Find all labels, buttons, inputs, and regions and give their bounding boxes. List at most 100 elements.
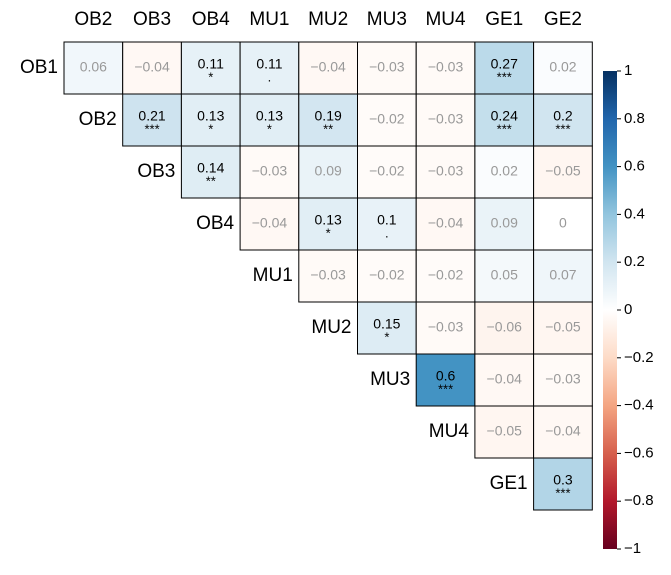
cell: [474, 405, 535, 459]
cell-value: −0.05: [487, 423, 523, 439]
cell-value: 0.19: [315, 108, 342, 124]
cell: [415, 301, 476, 355]
cell: [533, 145, 593, 199]
cell: [533, 301, 593, 355]
cell-value: −0.04: [487, 371, 523, 387]
cell: [474, 249, 535, 303]
row-label: MU3: [370, 369, 410, 390]
significance: ***: [497, 121, 512, 136]
cell: [415, 353, 476, 407]
significance: .: [385, 225, 389, 240]
cell-value: −0.03: [252, 163, 288, 179]
cell-value: −0.03: [428, 163, 464, 179]
cell: [357, 93, 417, 147]
cell-value: −0.04: [252, 215, 288, 231]
cell-value: −0.04: [428, 215, 464, 231]
cell-value: −0.03: [428, 111, 464, 127]
cell: [63, 41, 124, 95]
cell: [415, 249, 476, 303]
cell: [533, 93, 593, 147]
cell-value: −0.05: [545, 319, 581, 335]
significance: ***: [555, 121, 570, 136]
colorbar-tick-label: 0: [624, 301, 632, 318]
significance: ***: [144, 121, 159, 136]
row-label: MU2: [311, 317, 351, 338]
cell: [298, 249, 358, 303]
cell-value: 0.02: [549, 59, 576, 75]
cell-value: 0.6: [436, 368, 456, 384]
row-label: GE1: [490, 473, 528, 494]
cell-value: 0.13: [197, 108, 224, 124]
cell: [357, 41, 417, 95]
colorbar-tick-label: −0.6: [624, 444, 654, 461]
cell-value: 0.11: [256, 56, 282, 72]
cell-value: 0.15: [373, 316, 400, 332]
cell-value: 0.06: [80, 59, 107, 75]
cell-value: 0.13: [256, 108, 283, 124]
column-label: MU1: [249, 9, 289, 30]
cell: [357, 197, 417, 251]
cell: [474, 197, 535, 251]
column-label: MU3: [367, 9, 407, 30]
colorbar-tick-label: −0.2: [624, 349, 654, 366]
cell-value: 0.05: [491, 267, 518, 283]
cell: [357, 301, 417, 355]
cell: [474, 145, 535, 199]
significance: **: [323, 121, 333, 136]
cell-value: −0.03: [428, 59, 464, 75]
cell-value: 0.09: [315, 163, 342, 179]
significance: *: [208, 121, 213, 136]
cell-value: 0.02: [491, 163, 518, 179]
column-label: GE2: [544, 9, 582, 30]
cell-value: 0.21: [138, 108, 165, 124]
cell: [533, 197, 593, 251]
significance: ***: [555, 485, 570, 500]
cell-value: −0.03: [428, 319, 464, 335]
colorbar-tick-label: −0.4: [624, 397, 654, 414]
colorbar-tick-label: −0.8: [624, 492, 654, 509]
cell-value: 0.07: [549, 267, 576, 283]
colorbar-tick-label: 1: [624, 62, 632, 79]
cell-value: −0.02: [369, 267, 405, 283]
colorbar-tick-label: 0.4: [624, 205, 645, 222]
cell: [474, 353, 535, 407]
cell-value: −0.04: [134, 59, 170, 75]
colorbar: [603, 71, 617, 549]
cell: [180, 145, 241, 199]
cell-value: 0.2: [553, 108, 573, 124]
column-label: OB4: [192, 9, 230, 30]
cell: [180, 93, 241, 147]
row-label: OB3: [137, 161, 175, 182]
cell-value: 0.24: [491, 108, 518, 124]
column-label: MU4: [425, 9, 466, 30]
cell-value: −0.04: [310, 59, 346, 75]
cell-value: 0: [559, 215, 567, 231]
significance: .: [268, 69, 272, 84]
significance: *: [208, 69, 213, 84]
cell: [533, 41, 593, 95]
significance: *: [384, 329, 389, 344]
row-label: OB2: [79, 109, 117, 130]
cell-value: −0.04: [545, 423, 581, 439]
cell-value: 0.3: [553, 472, 573, 488]
cell-value: −0.03: [310, 267, 346, 283]
cell: [298, 41, 358, 95]
cell-value: 0.27: [491, 56, 518, 72]
column-label: MU2: [308, 9, 348, 30]
cell: [298, 93, 358, 147]
cell: [533, 249, 593, 303]
colorbar-tick-label: 0.6: [624, 158, 645, 175]
significance: *: [326, 225, 331, 240]
cell: [357, 145, 417, 199]
colorbar-tick-label: 0.8: [624, 110, 645, 127]
cell-value: 0.09: [491, 215, 518, 231]
significance: *: [267, 121, 272, 136]
cell-value: 0.13: [315, 212, 342, 228]
cell: [415, 93, 476, 147]
cell: [122, 41, 182, 95]
cell: [180, 41, 241, 95]
cell-value: −0.03: [545, 371, 581, 387]
cell-value: 0.14: [197, 160, 224, 176]
cell-value: −0.03: [369, 59, 405, 75]
